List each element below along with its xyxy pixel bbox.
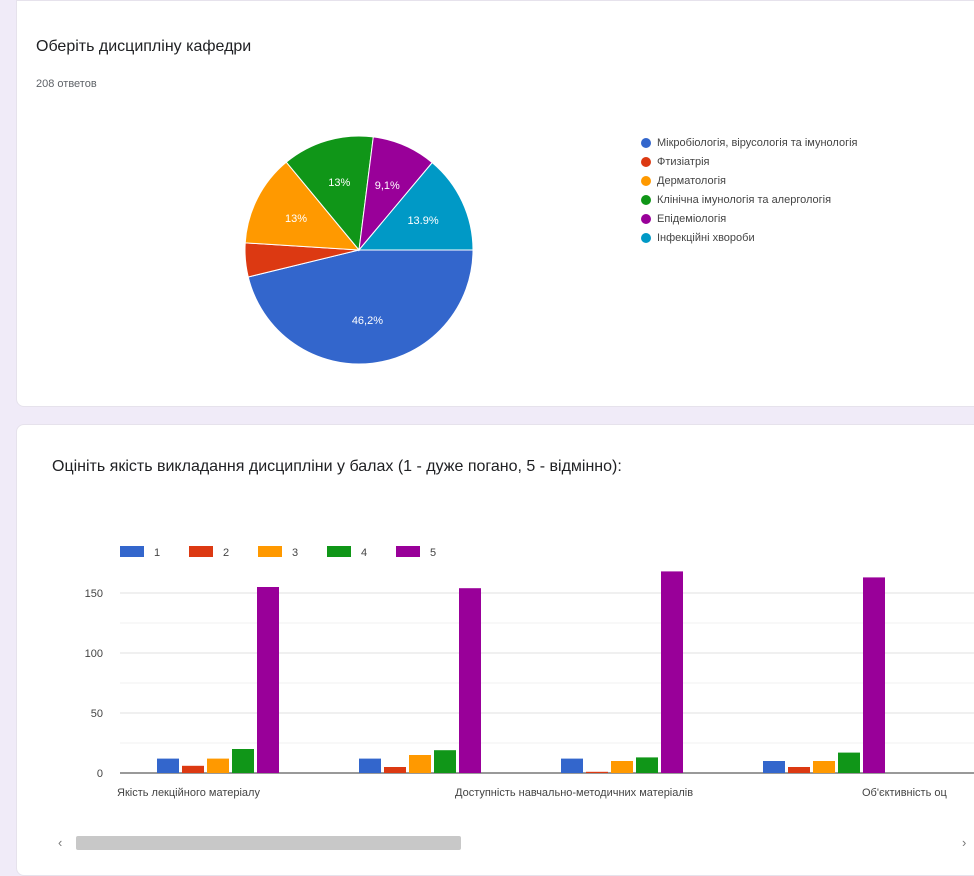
y-tick-label: 0 — [97, 768, 103, 780]
question-card-rating — [16, 424, 974, 876]
q2-title: Оцініть якість викладання дисципліни у б… — [52, 458, 622, 475]
bar-legend-label: 1 — [154, 547, 160, 559]
pie-slice[interactable] — [285, 135, 374, 252]
bar[interactable] — [459, 588, 481, 773]
bar[interactable] — [561, 758, 583, 773]
pie-legend-item[interactable]: Мікробіологія, вірусологія та імунологія — [641, 136, 941, 150]
bar-legend-label: 2 — [223, 547, 229, 559]
scroll-right-arrow-icon[interactable]: › — [962, 835, 967, 850]
y-tick-label: 50 — [91, 708, 103, 720]
pie-slice[interactable] — [357, 161, 474, 251]
bar[interactable] — [207, 758, 229, 773]
bar[interactable] — [636, 757, 658, 773]
bar[interactable] — [434, 750, 456, 773]
pie-slice-label: 13.9% — [407, 215, 438, 227]
pie-legend-label: Інфекційні хвороби — [657, 232, 755, 244]
bar[interactable] — [232, 749, 254, 773]
bar[interactable] — [359, 758, 381, 773]
pie-legend: Мікробіологія, вірусологія та імунологія… — [641, 136, 941, 250]
legend-dot-icon — [641, 138, 651, 148]
bar-chart: 0 50 100 150 1 2 3 4 5 Якість лекційного матеріал… — [85, 546, 974, 799]
pie-slice-label: 13% — [328, 177, 350, 189]
pie-slice[interactable] — [247, 249, 474, 365]
bar[interactable] — [611, 761, 633, 773]
x-category-label: Об'єктивність оц — [862, 787, 947, 799]
pie-legend-item[interactable]: Фтизіатрія — [641, 155, 941, 169]
x-category-label: Доступність навчально-методичних матеріа… — [455, 787, 693, 799]
pie-slice-label: 9,1% — [375, 180, 400, 192]
bar[interactable] — [838, 752, 860, 773]
pie-legend-label: Фтизіатрія — [657, 156, 710, 168]
y-tick-label: 150 — [85, 588, 103, 600]
bar-legend-label: 3 — [292, 547, 298, 559]
pie-legend-item[interactable]: Епідеміологія — [641, 212, 941, 226]
bar-legend-swatch[interactable] — [189, 546, 213, 557]
bar-legend-swatch[interactable] — [396, 546, 420, 557]
bar[interactable] — [157, 758, 179, 773]
pie-legend-item[interactable]: Дерматологія — [641, 174, 941, 188]
pie-legend-item[interactable]: Клінічна імунологія та алергологія — [641, 193, 941, 207]
pie-slice[interactable] — [244, 161, 361, 251]
bar-legend-swatch[interactable] — [258, 546, 282, 557]
bar[interactable] — [257, 587, 279, 773]
pie-legend-label: Епідеміологія — [657, 213, 727, 225]
bar[interactable] — [384, 767, 406, 773]
pie-chart: 46,2% 13% 13% 9,1% 13.9% — [244, 135, 474, 365]
scroll-left-arrow-icon[interactable]: ‹ — [58, 835, 63, 850]
legend-dot-icon — [641, 157, 651, 167]
q1-title: Оберіть дисципліну кафедри — [36, 38, 252, 55]
legend-dot-icon — [641, 233, 651, 243]
bar[interactable] — [813, 761, 835, 773]
bar[interactable] — [763, 761, 785, 773]
pie-legend-label: Клінічна імунологія та алергологія — [657, 194, 832, 206]
bar[interactable] — [586, 771, 608, 773]
legend-dot-icon — [641, 176, 651, 186]
pie-legend-label: Дерматологія — [657, 175, 726, 187]
bar-legend-label: 4 — [361, 547, 367, 559]
legend-dot-icon — [641, 195, 651, 205]
bar[interactable] — [788, 767, 810, 773]
bar-legend-swatch[interactable] — [120, 546, 144, 557]
bar[interactable] — [863, 577, 885, 773]
bar-legend-swatch[interactable] — [327, 546, 351, 557]
bar[interactable] — [661, 571, 683, 773]
question-card-discipline — [16, 0, 974, 407]
pie-legend-label: Мікробіологія, вірусологія та імунологія — [657, 137, 858, 149]
y-tick-label: 100 — [85, 648, 103, 660]
legend-dot-icon — [641, 214, 651, 224]
bar-legend-label: 5 — [430, 547, 436, 559]
q1-response-count: 208 ответов — [36, 78, 97, 90]
pie-slice-label: 13% — [285, 213, 307, 225]
x-category-label: Якість лекційного матеріалу — [117, 787, 260, 799]
horizontal-scrollbar-thumb[interactable] — [76, 836, 461, 850]
bar[interactable] — [409, 755, 431, 773]
pie-slice-label: 46,2% — [352, 315, 383, 327]
bar[interactable] — [182, 765, 204, 773]
pie-legend-item[interactable]: Інфекційні хвороби — [641, 231, 941, 245]
